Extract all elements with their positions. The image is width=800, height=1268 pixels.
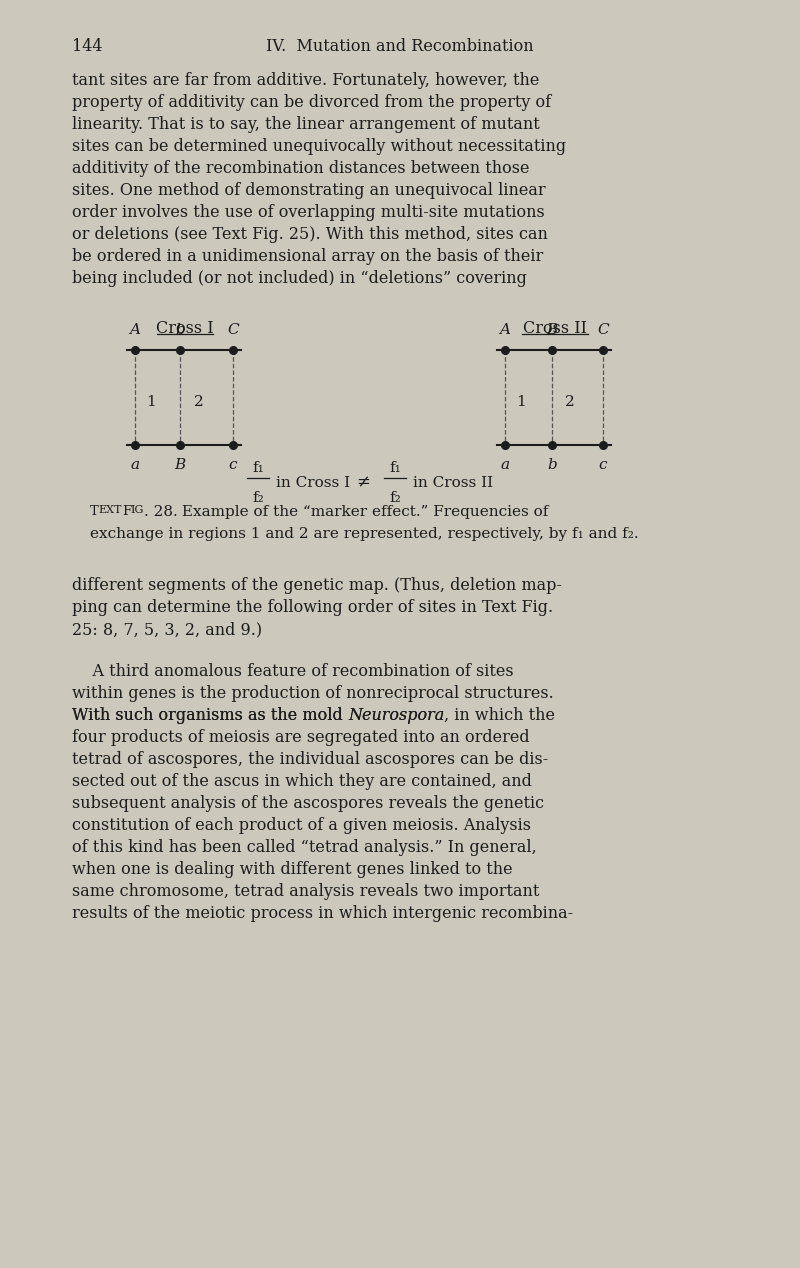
- Text: within genes is the production of nonreciprocal structures.: within genes is the production of nonrec…: [72, 685, 554, 702]
- Text: constitution of each product of a given meiosis. Analysis: constitution of each product of a given …: [72, 817, 531, 834]
- Text: in Cross II: in Cross II: [413, 476, 493, 489]
- Text: A: A: [130, 323, 141, 337]
- Text: 2: 2: [565, 396, 574, 410]
- Text: B: B: [546, 323, 558, 337]
- Text: With such organisms as the mold: With such organisms as the mold: [72, 708, 348, 724]
- Text: 2: 2: [194, 396, 203, 410]
- Text: same chromosome, tetrad analysis reveals two important: same chromosome, tetrad analysis reveals…: [72, 883, 539, 900]
- Text: 1: 1: [146, 396, 156, 410]
- Text: C: C: [597, 323, 609, 337]
- Text: IG: IG: [130, 505, 143, 515]
- Text: Example of the “marker effect.” Frequencies of: Example of the “marker effect.” Frequenc…: [177, 505, 548, 519]
- Text: IV.  Mutation and Recombination: IV. Mutation and Recombination: [266, 38, 534, 55]
- Text: in Cross I: in Cross I: [276, 476, 350, 489]
- Text: tant sites are far from additive. Fortunately, however, the: tant sites are far from additive. Fortun…: [72, 72, 539, 89]
- Text: B: B: [174, 458, 186, 472]
- Text: c: c: [598, 458, 607, 472]
- Text: of this kind has been called “tetrad analysis.” In general,: of this kind has been called “tetrad ana…: [72, 839, 537, 856]
- Text: f₁: f₁: [252, 462, 264, 476]
- Text: ≠: ≠: [356, 474, 370, 492]
- Text: 1: 1: [517, 396, 526, 410]
- Text: when one is dealing with different genes linked to the: when one is dealing with different genes…: [72, 861, 513, 877]
- Text: c: c: [229, 458, 238, 472]
- Text: A third anomalous feature of recombination of sites: A third anomalous feature of recombinati…: [72, 663, 514, 680]
- Text: results of the meiotic process in which intergenic recombina-: results of the meiotic process in which …: [72, 905, 573, 922]
- Text: ping can determine the following order of sites in Text Fig.: ping can determine the following order o…: [72, 598, 553, 616]
- Text: 25: 8, 7, 5, 3, 2, and 9.): 25: 8, 7, 5, 3, 2, and 9.): [72, 621, 262, 638]
- Text: b: b: [547, 458, 557, 472]
- Text: f₂: f₂: [389, 491, 401, 505]
- Text: b: b: [175, 323, 185, 337]
- Text: Cross I: Cross I: [156, 320, 214, 337]
- Text: . 28.: . 28.: [144, 505, 178, 519]
- Text: additivity of the recombination distances between those: additivity of the recombination distance…: [72, 160, 530, 178]
- Text: Neurospora: Neurospora: [348, 708, 444, 724]
- Text: exchange in regions 1 and 2 are represented, respectively, by f₁ and f₂.: exchange in regions 1 and 2 are represen…: [90, 527, 638, 541]
- Text: A: A: [499, 323, 510, 337]
- Text: With such organisms as the mold: With such organisms as the mold: [72, 708, 348, 724]
- Text: order involves the use of overlapping multi-site mutations: order involves the use of overlapping mu…: [72, 204, 545, 221]
- Text: subsequent analysis of the ascospores reveals the genetic: subsequent analysis of the ascospores re…: [72, 795, 544, 812]
- Text: Cross II: Cross II: [523, 320, 587, 337]
- Text: EXT: EXT: [98, 505, 122, 515]
- Text: sected out of the ascus in which they are contained, and: sected out of the ascus in which they ar…: [72, 773, 532, 790]
- Text: sites can be determined unequivocally without necessitating: sites can be determined unequivocally wi…: [72, 138, 566, 155]
- Text: f₂: f₂: [252, 491, 264, 505]
- Text: , in which the: , in which the: [444, 708, 555, 724]
- Text: C: C: [227, 323, 239, 337]
- Text: T: T: [90, 505, 98, 519]
- Text: a: a: [130, 458, 139, 472]
- Text: being included (or not included) in “deletions” covering: being included (or not included) in “del…: [72, 270, 527, 287]
- Text: four products of meiosis are segregated into an ordered: four products of meiosis are segregated …: [72, 729, 530, 746]
- Text: tetrad of ascospores, the individual ascospores can be dis-: tetrad of ascospores, the individual asc…: [72, 751, 548, 768]
- Text: a: a: [501, 458, 510, 472]
- Text: f₁: f₁: [389, 462, 401, 476]
- Text: 144: 144: [72, 38, 102, 55]
- Text: or deletions (see Text Fig. 25). With this method, sites can: or deletions (see Text Fig. 25). With th…: [72, 226, 548, 243]
- Text: property of additivity can be divorced from the property of: property of additivity can be divorced f…: [72, 94, 551, 112]
- Text: linearity. That is to say, the linear arrangement of mutant: linearity. That is to say, the linear ar…: [72, 115, 540, 133]
- Text: sites. One method of demonstrating an unequivocal linear: sites. One method of demonstrating an un…: [72, 183, 546, 199]
- Text: be ordered in a unidimensional array on the basis of their: be ordered in a unidimensional array on …: [72, 249, 543, 265]
- Text: different segments of the genetic map. (Thus, deletion map-: different segments of the genetic map. (…: [72, 577, 562, 593]
- Text: F: F: [122, 505, 131, 519]
- Text: Neurospora: Neurospora: [348, 708, 444, 724]
